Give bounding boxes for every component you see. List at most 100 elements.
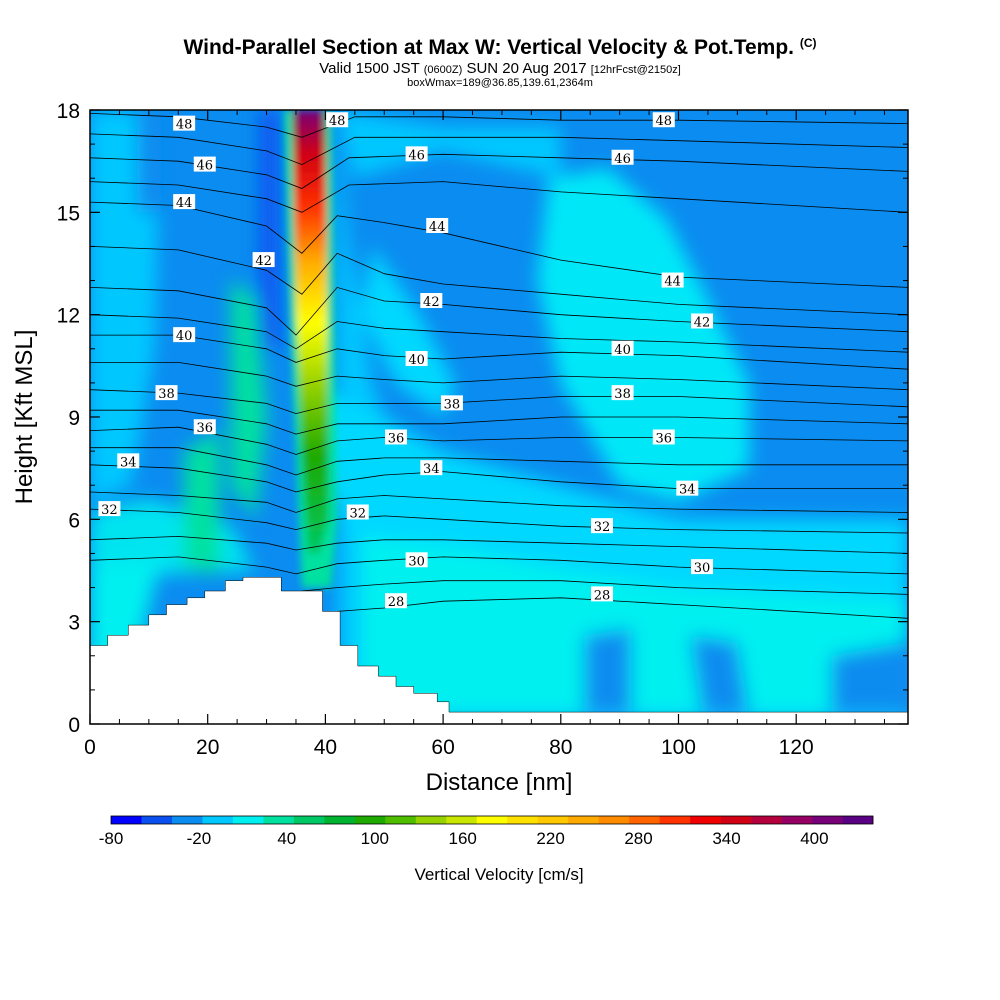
- contour-label: 28: [385, 593, 408, 610]
- colorbar-swatch: [598, 816, 630, 824]
- contour-label: 46: [193, 156, 216, 174]
- contour-label: 40: [405, 351, 428, 368]
- isentrope-29: [301, 580, 908, 595]
- isentrope-31: [90, 535, 908, 554]
- velocity-region: [831, 642, 908, 714]
- chart-title: Wind-Parallel Section at Max W: Vertical…: [0, 36, 1000, 60]
- svg-text:46: 46: [408, 148, 425, 163]
- isentrope-48: [90, 113, 908, 138]
- updraft-core: [292, 110, 329, 554]
- svg-text:48: 48: [656, 114, 673, 129]
- contour-label: 42: [420, 293, 443, 310]
- svg-text:42: 42: [423, 295, 440, 310]
- contour-label: 40: [611, 340, 634, 358]
- forecast-info: [12hrFcst@2150z]: [590, 64, 681, 76]
- svg-text:42: 42: [255, 254, 272, 269]
- colorbar-swatch: [202, 816, 234, 824]
- colorbar-tick-label: 340: [712, 829, 740, 848]
- colorbar-swatch: [812, 816, 843, 824]
- y-tick-label: 3: [68, 612, 80, 635]
- isentrope-41: [90, 314, 908, 353]
- svg-text:46: 46: [614, 152, 631, 167]
- colorbar-swatch: [507, 816, 539, 824]
- contour-label: 28: [590, 586, 613, 603]
- colorbar-tick-label: 100: [361, 829, 389, 848]
- velocity-region: [137, 110, 161, 213]
- velocity-region: [337, 110, 561, 179]
- colorbar-swatch: [842, 816, 874, 824]
- svg-text:48: 48: [176, 118, 193, 133]
- colorbar-swatch: [385, 816, 417, 824]
- contour-label: 42: [252, 252, 275, 269]
- svg-text:46: 46: [196, 159, 213, 174]
- colorbar-swatch: [537, 816, 569, 824]
- svg-text:42: 42: [694, 315, 711, 330]
- x-axis-label: Distance [nm]: [426, 769, 573, 796]
- contour-label: 38: [440, 395, 463, 412]
- colorbar-swatch: [171, 816, 203, 824]
- colorbar-swatch: [263, 816, 295, 824]
- velocity-field: 48 48 48 46 46 46 44 44 44 42 42 42 40 40 40 38 38 38 36 36…: [90, 110, 908, 724]
- colorbar-swatch: [751, 816, 782, 824]
- colorbar-swatch: [446, 816, 478, 824]
- x-tick-label: 80: [549, 736, 572, 759]
- svg-text:38: 38: [158, 387, 175, 402]
- svg-text:30: 30: [694, 561, 711, 576]
- colorbar-tick-label: 280: [624, 829, 652, 848]
- chart-title-tag: (C): [799, 36, 817, 50]
- colorbar-swatch: [659, 816, 691, 824]
- colorbar-swatch: [568, 816, 599, 824]
- contour-label: 32: [590, 518, 613, 535]
- svg-text:38: 38: [614, 387, 631, 402]
- colorbar-swatch: [476, 816, 508, 824]
- isentrope-28: [337, 597, 908, 619]
- svg-text:32: 32: [594, 520, 611, 535]
- valid-utc: (0600Z): [423, 64, 463, 76]
- colorbar-swatch: [690, 816, 721, 824]
- isentrope-39: [90, 362, 908, 391]
- contour-label: 48: [173, 115, 196, 133]
- x-tick-label: 120: [779, 736, 814, 759]
- isentrope-33: [90, 491, 908, 513]
- chart-title-main: Wind-Parallel Section at Max W: Vertical…: [183, 36, 794, 59]
- valid-time: Valid 1500 JST: [319, 60, 420, 77]
- svg-text:36: 36: [388, 431, 405, 446]
- terrain-mask: [90, 577, 908, 724]
- isentrope-36: [90, 426, 908, 455]
- contour-label: 44: [173, 194, 196, 211]
- y-axis-label: Height [Kft MSL]: [11, 330, 38, 505]
- velocity-region: [584, 628, 632, 714]
- contour-label: 46: [405, 146, 428, 163]
- isentrope-37: [90, 409, 908, 435]
- isentrope-45: [90, 181, 908, 213]
- x-tick-label: 0: [84, 736, 96, 759]
- isentrope-30: [90, 556, 908, 575]
- colorbar-tick-label: -20: [187, 829, 212, 848]
- contour-label: 38: [155, 385, 178, 402]
- svg-text:40: 40: [176, 329, 193, 344]
- isentrope-34: [90, 464, 908, 493]
- colorbar: -80 -20 40 100 160 220 280 340 400: [99, 815, 874, 848]
- colorbar-tick-label: 400: [800, 829, 828, 848]
- colorbar-tick-label: 40: [277, 829, 296, 848]
- colorbar-tick-label: -80: [99, 829, 124, 848]
- isentrope-47: [90, 133, 908, 166]
- velocity-region: [184, 430, 220, 574]
- colorbar-tick-label: 220: [536, 829, 564, 848]
- contour-label: 34: [117, 453, 140, 470]
- x-tick-label: 40: [314, 736, 337, 759]
- y-tick-label: 9: [68, 407, 80, 430]
- svg-text:34: 34: [120, 455, 137, 470]
- svg-text:30: 30: [408, 554, 425, 569]
- isentrope-43: [90, 246, 908, 316]
- contour-label: 36: [193, 419, 216, 436]
- contour-label: 36: [385, 429, 408, 446]
- svg-text:36: 36: [656, 431, 673, 446]
- contour-label: 44: [426, 217, 449, 235]
- x-tick-label: 100: [661, 736, 696, 759]
- contour-label: 44: [661, 272, 684, 290]
- svg-text:32: 32: [349, 507, 366, 522]
- contour-label: 40: [173, 327, 196, 344]
- colorbar-swatch: [354, 816, 386, 824]
- velocity-region: [690, 635, 750, 714]
